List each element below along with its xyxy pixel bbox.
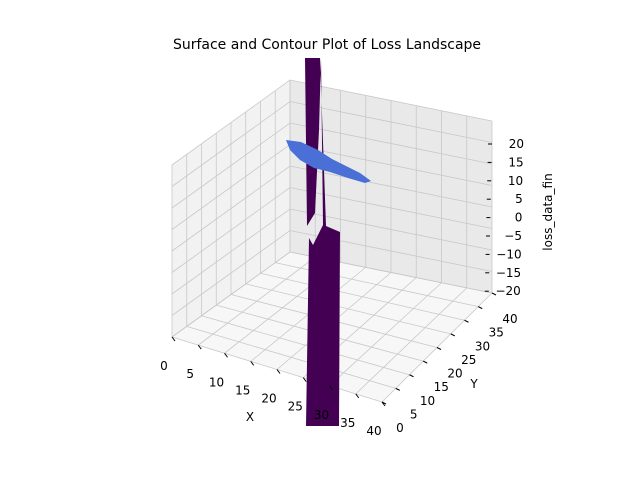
z-gridline: [171, 187, 493, 273]
y-gridline: [186, 325, 396, 389]
y-gridline: [201, 315, 410, 376]
x-tick-mark: [355, 393, 360, 399]
z-gridline: [171, 79, 493, 166]
y-gridline: [245, 283, 451, 335]
x-tick-label: 15: [235, 383, 250, 397]
z-axis-ticks: 20 15 10 5 0 −5 −10 −15 −20: [484, 137, 524, 298]
y-gridline: [260, 272, 465, 321]
y-tick-mark: [436, 347, 442, 350]
x-tick-mark: [250, 361, 255, 366]
y-tick-label: 40: [502, 312, 517, 326]
y-tick-label: 15: [434, 380, 449, 394]
y-tick-mark: [464, 319, 469, 323]
z-tick-label: 15: [508, 155, 523, 169]
x-tick-label: 10: [209, 375, 224, 389]
contour-band: [286, 140, 371, 183]
z-gridline: [171, 101, 493, 187]
y-tick-mark: [409, 374, 414, 378]
y-tick-label: 0: [396, 421, 404, 435]
z-gridline: [171, 230, 493, 316]
z-gridline: [171, 122, 493, 209]
x-tick-mark: [224, 352, 228, 358]
z-gridline: [171, 251, 493, 338]
z-tick-label: 20: [509, 137, 524, 151]
x-tick-label: 25: [288, 400, 303, 414]
z-axis-label: loss_data_fin: [541, 173, 555, 250]
x-tick-mark: [171, 336, 176, 342]
x-tick-mark: [329, 385, 333, 391]
y-tick-label: 10: [420, 394, 435, 408]
chart-title: Surface and Contour Plot of Loss Landsca…: [173, 37, 481, 53]
x-axis-ticks: 0 5 10 15 20 25 30 35 40: [160, 336, 386, 438]
x-tick-label: 30: [314, 408, 329, 422]
y-tick-label: 35: [489, 326, 504, 340]
y-tick-label: 5: [410, 407, 418, 421]
y-tick-mark: [450, 333, 455, 337]
z-tick-label: −5: [504, 229, 522, 243]
z-tick-label: −20: [495, 284, 520, 298]
x-tick-mark: [302, 377, 307, 382]
x-tick-label: 0: [160, 359, 168, 373]
y-tick-mark: [381, 401, 387, 405]
z-gridline: [171, 208, 493, 295]
y-tick-mark: [395, 387, 400, 391]
x-tick-label: 5: [186, 367, 194, 381]
y-tick-label: 20: [447, 367, 462, 381]
y-tick-mark: [423, 360, 428, 364]
x-tick-label: 20: [261, 392, 276, 406]
x-tick-label: 35: [340, 416, 355, 430]
data-marks: [286, 57, 371, 426]
x-tick-mark: [276, 369, 281, 374]
z-tick-label: −10: [496, 247, 521, 261]
y-tick-mark: [478, 306, 483, 310]
y-tick-mark: [491, 292, 497, 296]
y-axis-label: Y: [469, 377, 478, 391]
z-tick-label: 5: [515, 192, 523, 206]
z-gridline: [171, 165, 493, 252]
z-tick-label: 0: [515, 211, 523, 225]
x-tick-mark: [197, 344, 202, 350]
x-tick-label: 40: [366, 424, 381, 438]
y-tick-label: 25: [461, 353, 476, 367]
z-tick-label: 10: [508, 174, 523, 188]
y-tick-label: 30: [475, 339, 490, 353]
z-tick-label: −15: [496, 266, 521, 280]
x-axis-label: X: [246, 410, 254, 424]
